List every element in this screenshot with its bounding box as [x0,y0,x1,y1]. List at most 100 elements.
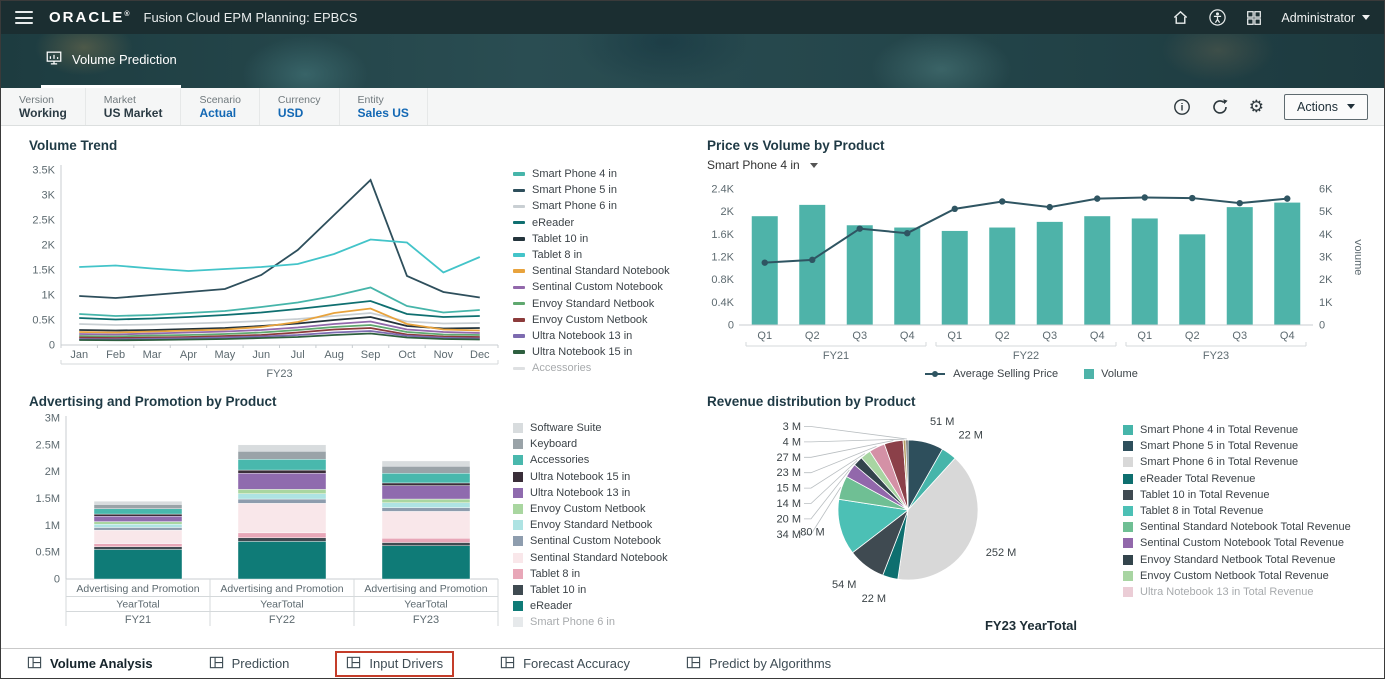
legend-item[interactable]: Keyboard [513,436,668,452]
legend-label: Smart Phone 4 in Total Revenue [1140,424,1299,437]
svg-text:Mar: Mar [143,349,162,361]
apps-grid-icon[interactable] [1245,9,1263,27]
tab-prediction[interactable]: Prediction [199,652,300,676]
legend-label: Average Selling Price [953,368,1059,381]
legend-swatch [513,601,523,612]
legend-item[interactable]: Tablet 8 in Total Revenue [1123,503,1351,519]
legend-swatch [513,536,523,547]
menu-icon[interactable] [15,11,33,24]
legend-item[interactable]: Volume [1084,366,1138,382]
legend-item[interactable]: Sentinal Standard Notebook [513,263,670,279]
svg-text:Q1: Q1 [947,330,962,342]
pov-version: Version Working [1,88,86,125]
legend-item[interactable]: Sentinal Custom Notebook [513,533,668,549]
pov-value-version[interactable]: Working [19,106,67,120]
svg-text:4K: 4K [1319,229,1333,241]
refresh-icon[interactable] [1211,98,1229,116]
legend-item[interactable]: Accessories [513,452,668,468]
caret-down-icon [1362,15,1370,20]
svg-text:15 M: 15 M [777,483,801,495]
pov-currency: Currency USD [260,88,340,125]
tab-icon [500,655,515,673]
legend-item[interactable]: Envoy Standard Netbook [513,517,668,533]
info-icon[interactable]: i [1173,98,1191,116]
svg-text:54 M: 54 M [832,579,856,591]
legend-label: Smart Phone 5 in [532,184,617,197]
svg-text:2M: 2M [45,466,60,478]
legend-item[interactable]: Envoy Standard Netbook [513,296,670,312]
legend-label: eReader [530,600,573,613]
tab-forecast-accuracy[interactable]: Forecast Accuracy [490,652,640,676]
banner-tab-label: Volume Prediction [72,52,177,67]
legend-item[interactable]: Ultra Notebook 15 in [513,344,670,360]
svg-text:FY22: FY22 [1013,350,1039,362]
legend-item[interactable]: Smart Phone 5 in [513,182,670,198]
legend-item[interactable]: Accessories [513,360,670,376]
legend-item[interactable]: Average Selling Price [924,366,1058,382]
legend-item[interactable]: Tablet 10 in [513,231,670,247]
user-menu[interactable]: Administrator [1281,11,1370,25]
legend-swatch [1123,489,1133,500]
app-title: Fusion Cloud EPM Planning: EPBCS [143,10,358,25]
pov-value-currency[interactable]: USD [277,106,304,120]
legend-item[interactable]: Smart Phone 4 in Total Revenue [1123,422,1351,438]
legend-item[interactable]: Tablet 10 in [513,582,668,598]
legend-item[interactable]: Sentinal Custom Notebook [513,279,670,295]
legend-item[interactable]: eReader Total Revenue [1123,471,1351,487]
svg-text:2.4K: 2.4K [711,184,734,196]
legend-label: Ultra Notebook 13 in [532,329,633,342]
gear-icon[interactable]: ⚙ [1248,97,1264,116]
svg-text:May: May [214,349,235,361]
tab-label: Forecast Accuracy [523,656,631,671]
banner: Volume Prediction [1,34,1384,88]
legend-item[interactable]: Smart Phone 6 in [513,198,670,214]
legend-item[interactable]: Ultra Notebook 13 in Total Revenue [1123,584,1351,600]
pov-value-market[interactable]: US Market [103,106,163,120]
legend-item[interactable]: Ultra Notebook 13 in [513,485,668,501]
legend-item[interactable]: Sentinal Standard Notebook Total Revenue [1123,519,1351,535]
legend-item[interactable]: Envoy Custom Netbook Total Revenue [1123,568,1351,584]
svg-text:Jan: Jan [70,349,88,361]
svg-text:20 M: 20 M [777,513,801,525]
legend-item[interactable]: Smart Phone 4 in [513,166,670,182]
user-name: Administrator [1281,10,1355,25]
product-filter-dropdown[interactable]: Smart Phone 4 in [707,158,818,172]
accessibility-icon[interactable] [1208,8,1227,27]
legend-item[interactable]: Ultra Notebook 15 in [513,469,668,485]
legend-item[interactable]: Envoy Custom Netbook [513,312,670,328]
tab-predict-by-algorithms[interactable]: Predict by Algorithms [676,652,841,676]
tab-volume-analysis[interactable]: Volume Analysis [17,652,163,676]
legend-item[interactable]: eReader [513,215,670,231]
legend-label: Tablet 10 in Total Revenue [1140,488,1270,501]
legend-item[interactable]: Tablet 8 in [513,247,670,263]
legend-item[interactable]: Smart Phone 6 in [513,614,668,630]
legend-item[interactable]: Smart Phone 6 in Total Revenue [1123,454,1351,470]
legend-swatch [513,455,523,466]
tab-input-drivers[interactable]: Input Drivers [335,650,455,677]
legend-item[interactable]: Tablet 8 in [513,566,668,582]
pov-value-entity[interactable]: Sales US [357,106,409,120]
tab-label: Predict by Algorithms [709,656,832,671]
legend-item[interactable]: Envoy Custom Netbook [513,501,668,517]
legend-item[interactable]: Envoy Standard Netbook Total Revenue [1123,552,1351,568]
legend-label: Envoy Standard Netbook [530,519,653,532]
pov-value-scenario[interactable]: Actual [199,106,237,120]
volume-trend-title: Volume Trend [29,138,118,153]
legend-item[interactable]: Software Suite [513,420,668,436]
legend-label: eReader Total Revenue [1140,472,1256,485]
legend-swatch [513,285,525,290]
svg-text:Advertising and Promotion: Advertising and Promotion [364,583,487,595]
svg-text:FY23: FY23 [266,368,292,380]
legend-label: Envoy Custom Netbook [532,313,648,326]
legend-item[interactable]: Ultra Notebook 13 in [513,328,670,344]
legend-item[interactable]: eReader [513,598,668,614]
legend-item[interactable]: Tablet 10 in Total Revenue [1123,487,1351,503]
legend-item[interactable]: Sentinal Standard Notebook [513,550,668,566]
legend-item[interactable]: Sentinal Custom Notebook Total Revenue [1123,535,1351,551]
legend-item[interactable]: Smart Phone 5 in Total Revenue [1123,438,1351,454]
home-icon[interactable] [1171,8,1190,27]
svg-text:Aug: Aug [324,349,344,361]
tab-volume-prediction[interactable]: Volume Prediction [41,34,181,88]
actions-button[interactable]: Actions [1284,93,1368,120]
svg-text:80 M: 80 M [800,526,824,538]
